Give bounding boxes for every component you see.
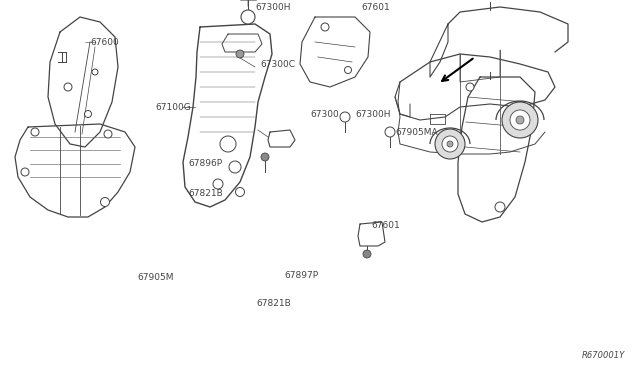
Circle shape <box>502 102 538 138</box>
Text: 67905M: 67905M <box>138 273 174 282</box>
Text: 67897P: 67897P <box>285 271 319 280</box>
Text: 67300H: 67300H <box>255 3 291 12</box>
Text: 67905MA: 67905MA <box>395 128 438 137</box>
Circle shape <box>64 83 72 91</box>
Text: 67300C: 67300C <box>260 60 295 68</box>
Circle shape <box>495 202 505 212</box>
Circle shape <box>321 23 329 31</box>
Circle shape <box>104 130 112 138</box>
Circle shape <box>466 83 474 91</box>
Circle shape <box>21 168 29 176</box>
Text: 67601: 67601 <box>361 3 390 12</box>
Circle shape <box>510 110 530 130</box>
Circle shape <box>229 161 241 173</box>
Text: 67896P: 67896P <box>189 159 223 168</box>
Circle shape <box>213 179 223 189</box>
Circle shape <box>516 116 524 124</box>
Text: 67821B: 67821B <box>189 189 223 198</box>
Circle shape <box>442 136 458 152</box>
Circle shape <box>447 141 453 147</box>
Circle shape <box>385 127 395 137</box>
Text: 67821B: 67821B <box>256 299 291 308</box>
Circle shape <box>340 112 350 122</box>
Circle shape <box>84 110 92 118</box>
Circle shape <box>236 50 244 58</box>
Circle shape <box>261 153 269 161</box>
Text: 67300H: 67300H <box>355 109 390 119</box>
Circle shape <box>435 129 465 159</box>
Circle shape <box>241 10 255 24</box>
Circle shape <box>363 250 371 258</box>
Circle shape <box>236 187 244 196</box>
Circle shape <box>92 69 98 75</box>
Text: 67300: 67300 <box>310 109 339 119</box>
Circle shape <box>344 67 351 74</box>
Text: 67600: 67600 <box>90 38 119 46</box>
Text: 67100G: 67100G <box>155 103 191 112</box>
Circle shape <box>100 198 109 206</box>
Circle shape <box>220 136 236 152</box>
Text: R670001Y: R670001Y <box>582 351 625 360</box>
Text: 67601: 67601 <box>371 221 400 230</box>
Circle shape <box>31 128 39 136</box>
